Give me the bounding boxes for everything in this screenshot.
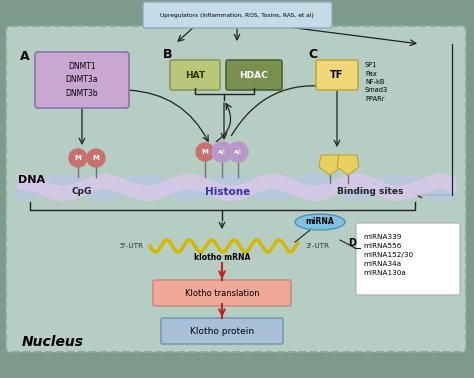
Text: AC: AC — [218, 150, 226, 155]
Circle shape — [69, 149, 87, 167]
Text: klotho mRNA: klotho mRNA — [194, 254, 250, 262]
Text: M: M — [201, 149, 209, 155]
Text: SP1
Pax
NF-kB
Smad3
PPARr: SP1 Pax NF-kB Smad3 PPARr — [365, 62, 388, 102]
Text: AC: AC — [234, 150, 242, 155]
Text: Klotho translation: Klotho translation — [185, 288, 259, 297]
FancyBboxPatch shape — [316, 60, 358, 90]
Text: D: D — [348, 238, 356, 248]
Text: TF: TF — [330, 70, 344, 80]
Text: Histone: Histone — [205, 187, 251, 197]
Text: Klotho protein: Klotho protein — [190, 327, 254, 336]
FancyBboxPatch shape — [6, 26, 466, 352]
Circle shape — [87, 149, 105, 167]
Text: HAT: HAT — [185, 71, 205, 79]
FancyBboxPatch shape — [143, 2, 332, 28]
Text: miRNA: miRNA — [306, 217, 334, 226]
Text: A: A — [20, 50, 29, 63]
FancyBboxPatch shape — [161, 318, 283, 344]
FancyBboxPatch shape — [153, 280, 291, 306]
Text: Binding sites: Binding sites — [337, 187, 403, 197]
Circle shape — [228, 142, 248, 162]
Text: Nucleus: Nucleus — [22, 335, 84, 349]
Circle shape — [212, 142, 232, 162]
Text: CpG: CpG — [72, 187, 92, 197]
Text: miRNA339
miRNA556
miRNA152/30
miRNA34a
miRNA130a: miRNA339 miRNA556 miRNA152/30 miRNA34a m… — [363, 234, 413, 276]
Ellipse shape — [295, 214, 345, 230]
Text: HDAC: HDAC — [240, 71, 268, 79]
FancyBboxPatch shape — [226, 60, 282, 90]
Circle shape — [196, 143, 214, 161]
FancyBboxPatch shape — [356, 223, 460, 295]
Text: Upregulators (Inflammation, ROS, Toxins, RAS, et al): Upregulators (Inflammation, ROS, Toxins,… — [160, 12, 314, 17]
Text: B: B — [163, 48, 173, 61]
Text: M: M — [74, 155, 82, 161]
Text: 5'-UTR: 5'-UTR — [119, 243, 143, 249]
Polygon shape — [337, 155, 359, 175]
Text: C: C — [308, 48, 317, 61]
Text: 3'-UTR: 3'-UTR — [305, 243, 329, 249]
Text: M: M — [92, 155, 100, 161]
FancyBboxPatch shape — [35, 52, 129, 108]
Text: DNA: DNA — [18, 175, 45, 185]
Polygon shape — [319, 155, 341, 175]
Text: DNMT1
DNMT3a
DNMT3b: DNMT1 DNMT3a DNMT3b — [66, 62, 98, 98]
FancyBboxPatch shape — [170, 60, 220, 90]
